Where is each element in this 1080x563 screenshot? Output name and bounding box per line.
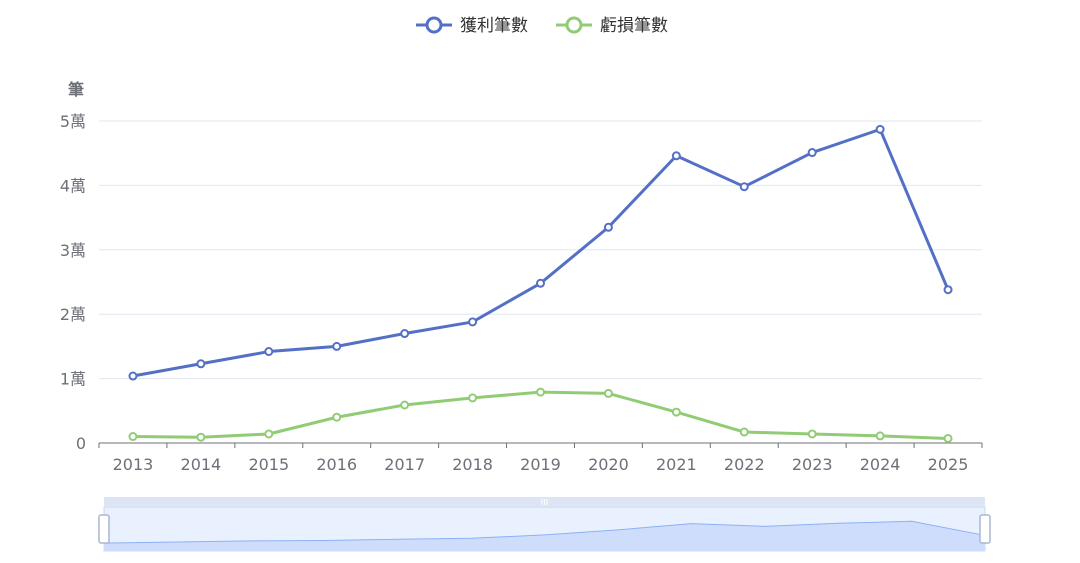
data-point[interactable] [671, 151, 681, 161]
y-tick-label: 0 [76, 434, 86, 453]
legend-item-1[interactable]: 虧損筆數 [556, 16, 668, 36]
data-point[interactable] [671, 407, 681, 417]
data-point[interactable] [739, 182, 749, 192]
data-point[interactable] [264, 347, 274, 357]
legend-label: 虧損筆數 [600, 16, 668, 36]
x-tick-label: 2023 [792, 455, 833, 474]
x-tick-label: 2019 [520, 455, 561, 474]
x-tick-label: 2013 [113, 455, 154, 474]
y-tick-label: 5萬 [60, 112, 86, 131]
x-tick-label: 2021 [656, 455, 697, 474]
data-point[interactable] [943, 433, 953, 443]
data-point[interactable] [196, 359, 206, 369]
data-point[interactable] [128, 432, 138, 442]
data-point[interactable] [128, 371, 138, 381]
x-tick-label: 2015 [248, 455, 289, 474]
series-line-0 [132, 127, 950, 378]
y-tick-label: 3萬 [60, 241, 86, 260]
data-point[interactable] [400, 329, 410, 339]
legend: 獲利筆數 虧損筆數 [416, 16, 668, 36]
data-point[interactable] [536, 278, 545, 288]
data-point[interactable] [196, 432, 206, 442]
data-point[interactable] [332, 412, 342, 422]
y-axis-unit-label: 筆 [68, 80, 84, 99]
x-tick-label: 2016 [316, 455, 357, 474]
legend-marker-icon [565, 16, 583, 34]
data-zoom-slider [98, 497, 991, 552]
data-point[interactable] [332, 341, 342, 351]
y-tick-label: 4萬 [60, 176, 86, 195]
data-point[interactable] [468, 393, 478, 403]
x-tick-label: 2024 [860, 455, 901, 474]
data-point[interactable] [807, 148, 817, 158]
data-point[interactable] [875, 431, 885, 441]
x-tick-label: 2022 [724, 455, 765, 474]
x-tick-label: 2020 [588, 455, 629, 474]
legend-item-0[interactable]: 獲利筆數 [416, 16, 528, 36]
x-tick-label: 2017 [384, 455, 425, 474]
zoom-preview-line [103, 520, 986, 544]
data-point[interactable] [603, 222, 613, 232]
zoom-handle-left[interactable] [98, 514, 110, 544]
data-point[interactable] [807, 429, 817, 439]
data-point[interactable] [468, 317, 478, 327]
y-tick-label: 2萬 [60, 305, 86, 324]
zoom-selected-window[interactable] [104, 507, 985, 551]
legend-label: 獲利筆數 [460, 16, 528, 36]
data-point[interactable] [875, 124, 885, 134]
x-tick-label: 2025 [928, 455, 969, 474]
zoom-handle-right[interactable] [979, 514, 991, 544]
x-tick-label: 2014 [181, 455, 222, 474]
data-point[interactable] [536, 387, 545, 397]
data-point[interactable] [264, 429, 274, 439]
gridlines [99, 120, 982, 380]
x-tick-label: 2018 [452, 455, 493, 474]
data-point[interactable] [603, 388, 613, 398]
y-tick-label: 1萬 [60, 370, 86, 389]
data-point[interactable] [400, 400, 410, 410]
data-point[interactable] [943, 285, 953, 295]
zoom-preview-area [104, 521, 985, 551]
series-line-1 [132, 390, 949, 440]
legend-marker-icon [425, 16, 443, 34]
series-lines [128, 124, 953, 443]
data-point[interactable] [739, 427, 749, 437]
axes: 0 1萬 2萬 3萬 4萬 5萬 筆 2013 2014 2015 2016 2017 2018 2019… [60, 80, 983, 474]
